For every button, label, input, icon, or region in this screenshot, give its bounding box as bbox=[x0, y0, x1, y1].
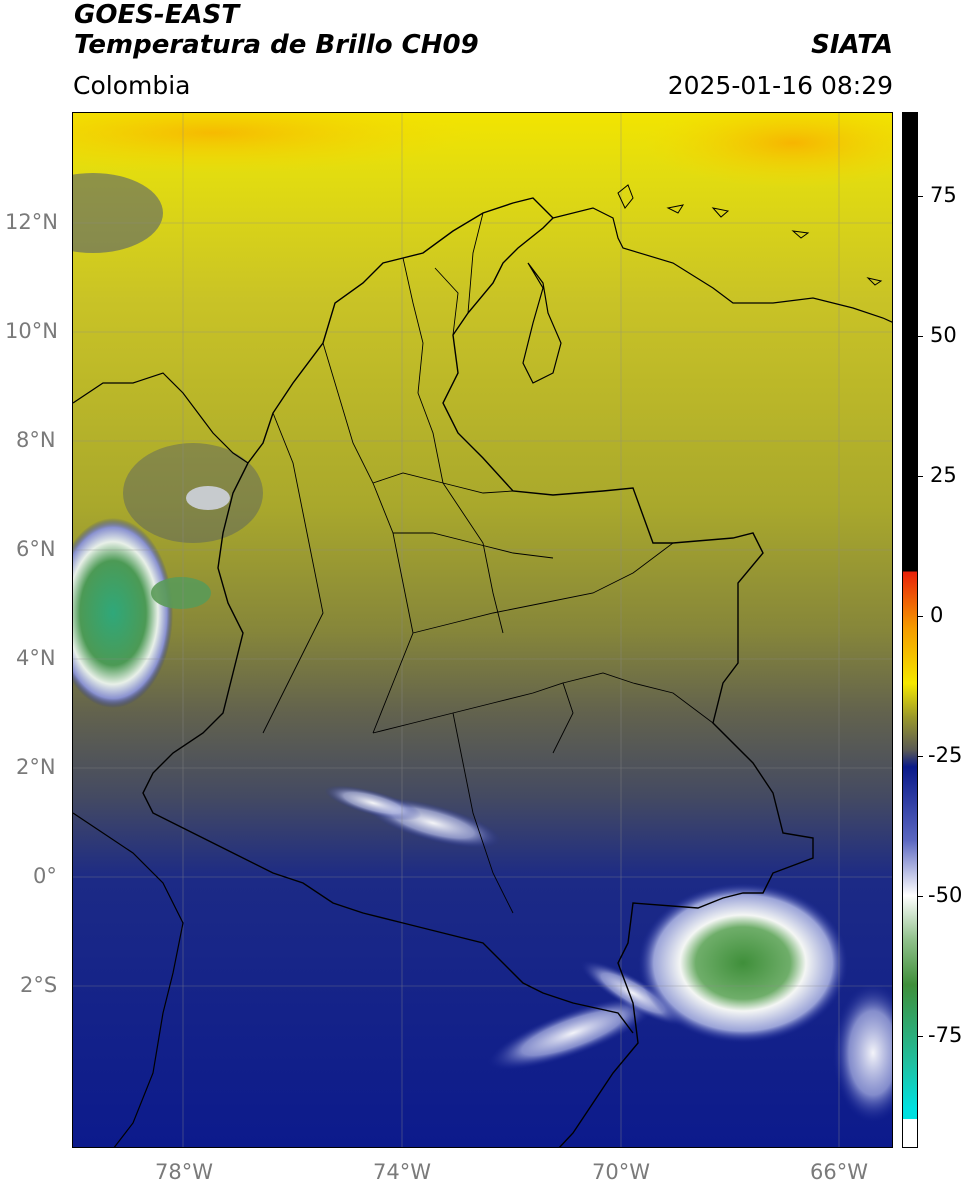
lon-tick-70w: 70°W bbox=[592, 1160, 650, 1184]
lat-tick-10n: 10°N bbox=[5, 319, 58, 343]
colorbar-tick-label: -25 bbox=[928, 743, 963, 767]
convective-cloud-southeast bbox=[638, 883, 848, 1043]
panama-coast bbox=[73, 372, 249, 464]
datetime-label: 2025-01-16 08:29 bbox=[667, 71, 893, 100]
cloud-wisp-3 bbox=[488, 995, 658, 1071]
institution-label: SIATA bbox=[811, 30, 893, 60]
colorbar-tick-mark bbox=[918, 1036, 923, 1037]
convective-cloud-west-small bbox=[151, 577, 211, 609]
lat-tick-8n: 8°N bbox=[16, 428, 56, 452]
colorbar-tick-label: -75 bbox=[928, 1023, 963, 1047]
lat-tick-6n: 6°N bbox=[16, 537, 56, 561]
islands bbox=[617, 184, 883, 286]
lat-tick-2s: 2°S bbox=[20, 973, 58, 997]
cloud-wisp-5 bbox=[833, 983, 892, 1123]
colorbar-tick-label: 75 bbox=[930, 183, 957, 207]
ecuador-coast bbox=[73, 812, 184, 1147]
lake-maracaibo bbox=[522, 262, 562, 384]
warm-area-northeast bbox=[643, 113, 892, 188]
colorbar-tick-mark bbox=[918, 336, 923, 337]
lat-tick-12n: 12°N bbox=[5, 210, 58, 234]
colombia-pacific-coast bbox=[142, 462, 634, 1034]
venezuela-coast bbox=[552, 207, 892, 323]
lon-tick-74w: 74°W bbox=[373, 1160, 431, 1184]
colorbar-tick-mark bbox=[918, 616, 923, 617]
temperature-colorbar bbox=[902, 112, 918, 1148]
product-title: Temperatura de Brillo CH09 bbox=[74, 30, 479, 60]
map-canvas bbox=[73, 113, 892, 1147]
lat-tick-2n: 2°N bbox=[16, 755, 56, 779]
brightness-temperature-map bbox=[72, 112, 893, 1148]
cloud-cell-pacific bbox=[186, 486, 230, 510]
convective-cloud-west bbox=[73, 518, 173, 708]
lon-tick-66w: 66°W bbox=[810, 1160, 868, 1184]
cold-area-caribbean bbox=[73, 173, 163, 253]
colorbar-tick-mark bbox=[918, 196, 923, 197]
region-label: Colombia bbox=[73, 71, 191, 100]
colorbar-tick-label: 50 bbox=[930, 323, 957, 347]
colorbar-tick-mark bbox=[918, 756, 923, 757]
cloud-wisp-2 bbox=[324, 785, 422, 821]
colorbar-tick-label: 0 bbox=[930, 603, 944, 627]
colorbar-tick-label: -50 bbox=[928, 883, 963, 907]
warm-area-northwest bbox=[73, 113, 473, 173]
lat-tick-4n: 4°N bbox=[16, 646, 56, 670]
colorbar-tick-mark bbox=[918, 476, 923, 477]
colombia-border bbox=[247, 197, 814, 1147]
satellite-title: GOES-EAST bbox=[74, 0, 240, 30]
lon-tick-78w: 78°W bbox=[155, 1160, 213, 1184]
interior-boundaries bbox=[262, 212, 714, 914]
gridlines bbox=[73, 113, 892, 1147]
lat-tick-0: 0° bbox=[33, 864, 57, 888]
colorbar-tick-label: 25 bbox=[930, 463, 957, 487]
colorbar-tick-mark bbox=[918, 896, 923, 897]
